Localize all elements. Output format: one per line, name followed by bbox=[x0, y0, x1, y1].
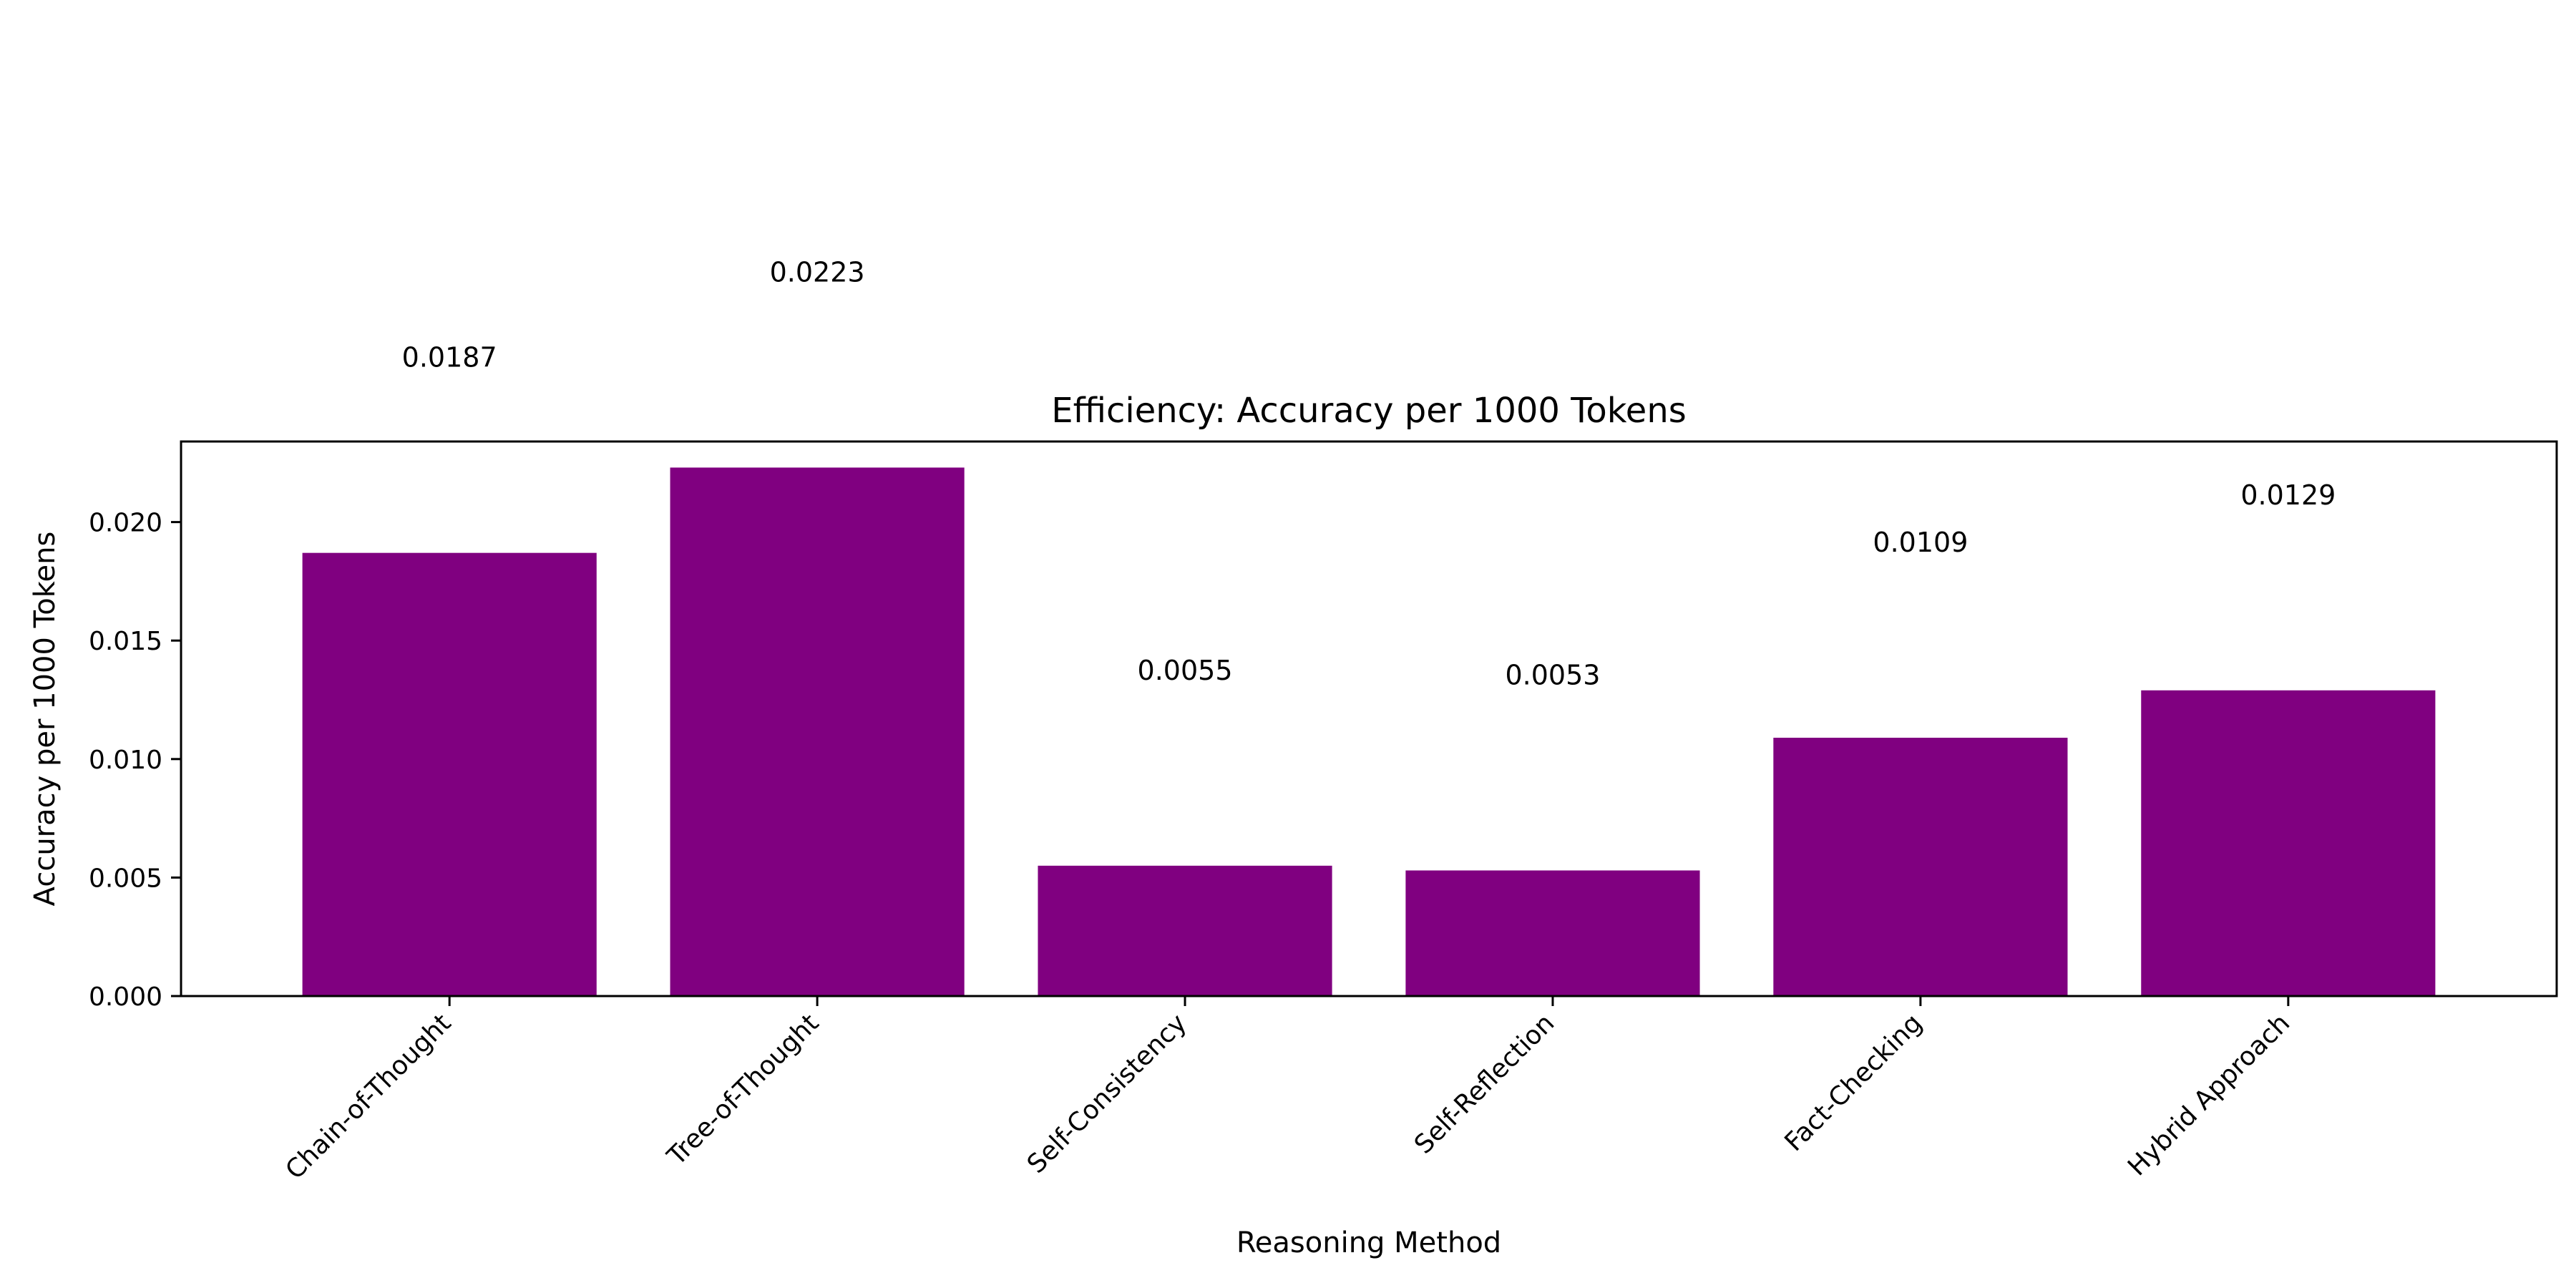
bar bbox=[302, 552, 597, 996]
bars-group bbox=[302, 467, 2436, 996]
bar-value-label: 0.0053 bbox=[1505, 659, 1600, 691]
y-tick-label: 0.010 bbox=[89, 746, 162, 775]
bar bbox=[2141, 690, 2436, 996]
y-axis-title: Accuracy per 1000 Tokens bbox=[29, 532, 62, 907]
bar-value-label: 0.0129 bbox=[2240, 479, 2336, 511]
x-tick-label: Self-Consistency bbox=[1022, 1008, 1193, 1179]
x-tick-label: Tree-of-Thought bbox=[661, 1008, 824, 1171]
bar-value-label: 0.0055 bbox=[1138, 655, 1233, 686]
bar bbox=[1038, 865, 1332, 996]
chart-title: Efficiency: Accuracy per 1000 Tokens bbox=[1051, 391, 1687, 431]
x-axis-title: Reasoning Method bbox=[1236, 1226, 1501, 1259]
bar-value-label: 0.0109 bbox=[1873, 527, 1968, 558]
x-tick-label: Fact-Checking bbox=[1780, 1008, 1928, 1157]
x-axis: Chain-of-Thought Tree-of-Thought Self-Cons… bbox=[280, 996, 2296, 1185]
y-tick-label: 0.020 bbox=[89, 509, 162, 538]
value-labels-group: 0.0187 0.0223 0.0055 0.0053 0.0109 0.0129 bbox=[402, 256, 2336, 691]
bar-value-label: 0.0223 bbox=[770, 256, 865, 288]
x-tick-label: Hybrid Approach bbox=[2122, 1008, 2296, 1181]
bar bbox=[1405, 870, 1700, 996]
y-tick-label: 0.015 bbox=[89, 627, 162, 656]
bar-value-label: 0.0187 bbox=[402, 342, 497, 374]
x-tick-label: Chain-of-Thought bbox=[280, 1008, 457, 1185]
x-tick-label: Self-Reflection bbox=[1409, 1008, 1560, 1159]
y-tick-label: 0.000 bbox=[89, 982, 162, 1012]
plot-area-frame bbox=[180, 440, 2558, 997]
bar bbox=[670, 467, 965, 996]
bar bbox=[1773, 737, 2068, 996]
y-axis: 0.000 0.005 0.010 0.015 0.020 bbox=[89, 509, 181, 1012]
y-tick-label: 0.005 bbox=[89, 864, 162, 893]
